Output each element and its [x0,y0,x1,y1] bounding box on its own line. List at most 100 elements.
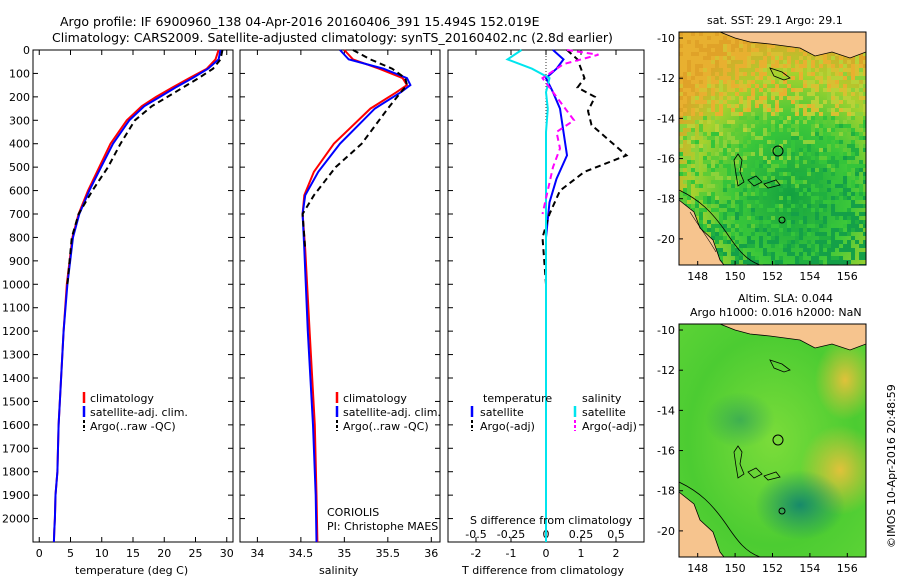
sst-pixel [851,128,855,132]
sst-pixel [803,180,807,184]
sst-pixel [691,68,695,72]
sst-pixel [727,88,731,92]
sst-pixel [799,104,803,108]
sst-pixel [771,52,775,56]
land-coast [679,491,725,557]
sst-pixel [719,128,723,132]
sst-pixel [851,116,855,120]
sst-pixel [683,60,687,64]
sst-pixel [699,104,703,108]
sst-pixel [823,232,827,236]
header-line-2: Climatology: CARS2009. Satellite-adjuste… [52,30,613,45]
sst-pixel [727,164,731,168]
sst-pixel [743,188,747,192]
sst-pixel [727,196,731,200]
sst-pixel [859,204,863,208]
sst-pixel [723,124,727,128]
sst-pixel [779,124,783,128]
sst-pixel [727,180,731,184]
sst-pixel [799,76,803,80]
sst-pixel [727,124,731,128]
sst-pixel [723,144,727,148]
map-x-tick-label: 150 [725,270,746,283]
sst-pixel [835,96,839,100]
sst-pixel [819,176,823,180]
sst-pixel [707,40,711,44]
sst-pixel [751,44,755,48]
sst-pixel [699,60,703,64]
temperature-series [52,49,224,543]
sst-pixel [715,36,719,40]
sst-pixel [719,144,723,148]
sst-pixel [827,108,831,112]
sst-pixel [771,44,775,48]
sst-pixel [811,248,815,252]
sst-pixel [783,152,787,156]
sst-pixel [843,132,847,136]
sst-pixel [811,244,815,248]
sst-pixel [847,76,851,80]
sst-pixel [687,156,691,160]
sst-pixel [703,36,707,40]
sst-pixel [695,176,699,180]
sst-pixel [835,140,839,144]
sst-pixel [715,172,719,176]
sst-pixel [831,156,835,160]
sst-pixel [735,192,739,196]
sst-pixel [711,76,715,80]
sst-pixel [823,224,827,228]
sst-pixel [755,48,759,52]
sst-pixel [779,80,783,84]
sst-pixel [683,64,687,68]
sst-pixel [811,60,815,64]
sst-pixel [767,132,771,136]
sst-pixel [707,160,711,164]
sst-pixel [723,204,727,208]
sst-pixel [723,100,727,104]
sst-pixel [819,128,823,132]
difference-legend: temperature satellite Argo(-adj) salinit… [470,392,637,433]
sst-pixel [823,244,827,248]
sst-pixel [819,72,823,76]
sst-pixel [851,104,855,108]
sst-pixel [707,168,711,172]
sst-pixel [747,140,751,144]
sst-pixel [731,140,735,144]
sst-pixel [771,92,775,96]
sst-pixel [739,88,743,92]
sst-pixel [731,204,735,208]
sst-pixel [751,208,755,212]
sst-pixel [779,188,783,192]
sst-pixel [831,120,835,124]
sst-pixel [719,248,723,252]
sst-pixel [803,160,807,164]
sst-pixel [763,56,767,60]
sst-pixel [799,72,803,76]
sst-pixel [815,176,819,180]
sst-pixel [727,168,731,172]
sst-pixel [747,120,751,124]
sst-pixel [739,232,743,236]
sst-pixel [747,236,751,240]
sst-pixel [847,116,851,120]
sst-pixel [727,96,731,100]
y-tick-label: 100 [9,67,30,80]
sst-pixel [859,164,863,168]
sst-pixel [715,132,719,136]
sst-pixel [699,52,703,56]
sst-pixel [859,160,863,164]
sst-pixel [719,148,723,152]
sst-pixel [679,60,683,64]
sst-pixel [779,196,783,200]
sst-pixel [847,168,851,172]
y-tick-label: 1500 [2,395,30,408]
sst-pixel [791,240,795,244]
sst-pixel [751,176,755,180]
sst-pixel [855,184,859,188]
legend-t-satellite-label: satellite [480,406,524,419]
sst-pixel [719,224,723,228]
sst-pixel [739,180,743,184]
sst-pixel [699,112,703,116]
sst-pixel [719,192,723,196]
sst-pixel [803,172,807,176]
